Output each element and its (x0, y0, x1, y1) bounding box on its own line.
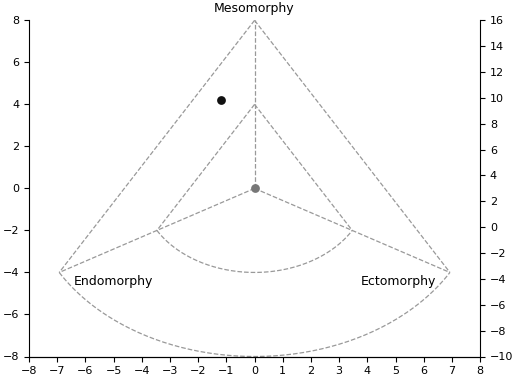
Point (250, 185, 259, 191)
Text: Endomorphy: Endomorphy (73, 274, 153, 288)
Point (217, 97, 225, 103)
Text: Ectomorphy: Ectomorphy (361, 274, 436, 288)
Text: Mesomorphy: Mesomorphy (214, 2, 295, 15)
